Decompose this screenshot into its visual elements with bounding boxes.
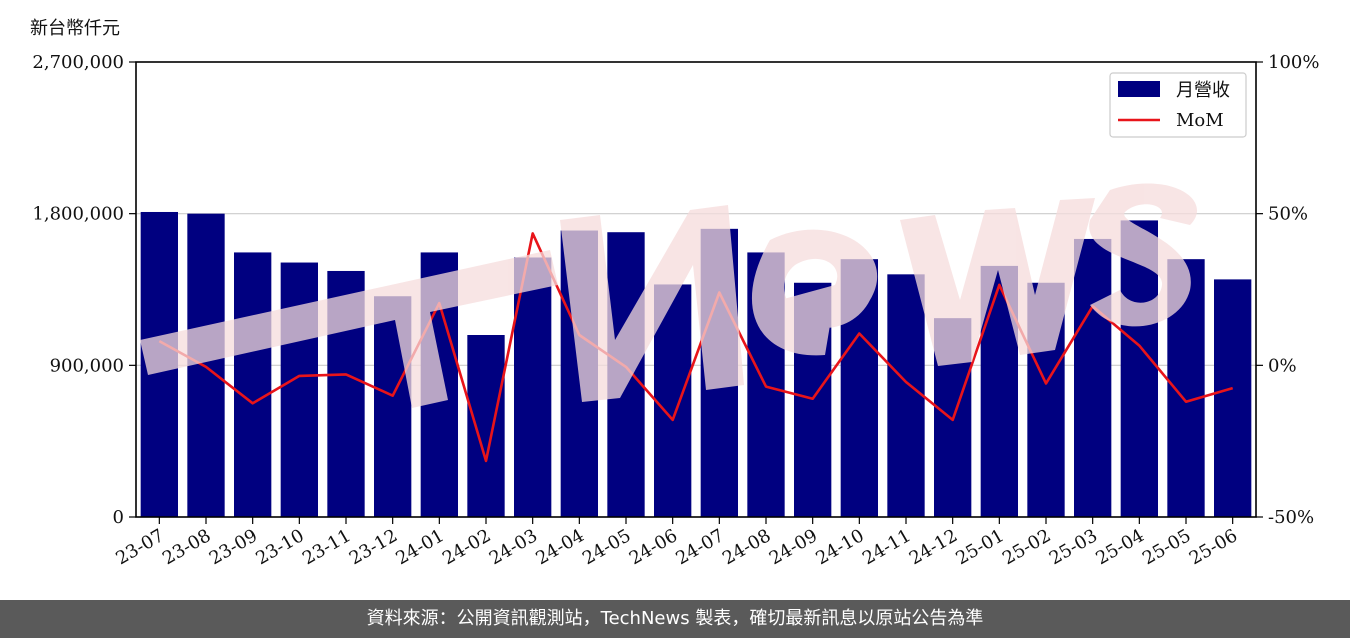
y-left-tick-label: 0: [113, 507, 124, 528]
x-tick-label: 24-03: [486, 525, 541, 569]
x-tick-label: 24-05: [579, 525, 634, 569]
y-right-tick-label: 0%: [1268, 355, 1297, 376]
y-axis-unit-label: 新台幣仟元: [30, 18, 120, 39]
bar-23-10: [280, 262, 318, 517]
bar-23-08: [187, 213, 225, 517]
x-tick-label: 23-10: [252, 525, 307, 569]
bar-24-04: [560, 230, 598, 517]
legend-swatch-bar: [1118, 81, 1160, 97]
mom-line: [158, 232, 1234, 463]
chart-svg: 0 900,000 1,800,000 2,700,000 -50% 0% 50% 100% 2…: [32, 52, 1319, 569]
x-tick-label: 24-07: [672, 525, 727, 569]
bar-24-05: [607, 232, 645, 517]
legend-label-mom: MoM: [1176, 110, 1224, 131]
y-left-tick-label: 1,800,000: [32, 204, 124, 225]
bar-24-01: [420, 252, 458, 518]
bar-25-06: [1214, 279, 1252, 517]
x-tick-label: 24-01: [392, 525, 447, 569]
y-left-tick-label: 900,000: [50, 355, 124, 376]
plot-frame: [135, 61, 1257, 518]
x-tick-label: 25-03: [1046, 525, 1101, 569]
y-left-tick-label: 2,700,000: [32, 52, 124, 73]
x-tick-label: 24-06: [626, 525, 681, 569]
x-tick-label: 24-09: [766, 525, 821, 569]
bar-24-06: [654, 284, 692, 517]
bar-23-12: [374, 296, 412, 517]
x-tick-label: 24-12: [906, 525, 961, 569]
bar-24-07: [700, 228, 738, 518]
x-tick-label: 23-08: [159, 525, 214, 569]
bar-25-05: [1167, 259, 1205, 517]
bar-25-03: [1074, 238, 1112, 517]
x-tick-label: 25-04: [1092, 525, 1147, 569]
y-right-tick-label: 100%: [1268, 52, 1319, 73]
bar-23-09: [234, 252, 272, 518]
x-tick-label: 24-04: [532, 525, 587, 569]
y-right-tick-label: -50%: [1268, 507, 1314, 528]
x-tick-label: 24-02: [439, 525, 494, 569]
x-tick-label: 25-02: [999, 525, 1054, 569]
source-footer: 資料來源：公開資訊觀測站，TechNews 製表，確切最新訊息以原站公告為準: [0, 600, 1350, 638]
bar-24-11: [887, 274, 925, 517]
bar-23-11: [327, 270, 365, 517]
x-tick-label: 23-07: [112, 525, 167, 569]
x-tick-label: 25-05: [1139, 525, 1194, 569]
x-tick-label: 25-06: [1186, 525, 1241, 569]
bar-25-02: [1027, 282, 1065, 517]
source-footer-text: 資料來源：公開資訊觀測站，TechNews 製表，確切最新訊息以原站公告為準: [366, 608, 984, 629]
bar-23-07: [140, 211, 178, 517]
x-tick-label: 24-11: [859, 525, 914, 569]
bar-24-10: [840, 259, 878, 517]
legend-label-revenue: 月營收: [1176, 80, 1230, 101]
x-tick-label: 23-12: [346, 525, 401, 569]
bar-24-02: [467, 335, 505, 517]
x-tick-label: 23-11: [299, 525, 354, 569]
chart-area: 0 900,000 1,800,000 2,700,000 -50% 0% 50% 100% 2…: [32, 52, 1319, 569]
x-tick-label: 23-09: [206, 525, 261, 569]
x-tick-label: 24-10: [812, 525, 867, 569]
x-tick-label: 25-01: [952, 525, 1007, 569]
y-right-tick-label: 50%: [1268, 204, 1308, 225]
bar-25-04: [1120, 220, 1158, 517]
x-tick-label: 24-08: [719, 525, 774, 569]
bar-25-01: [980, 265, 1018, 517]
